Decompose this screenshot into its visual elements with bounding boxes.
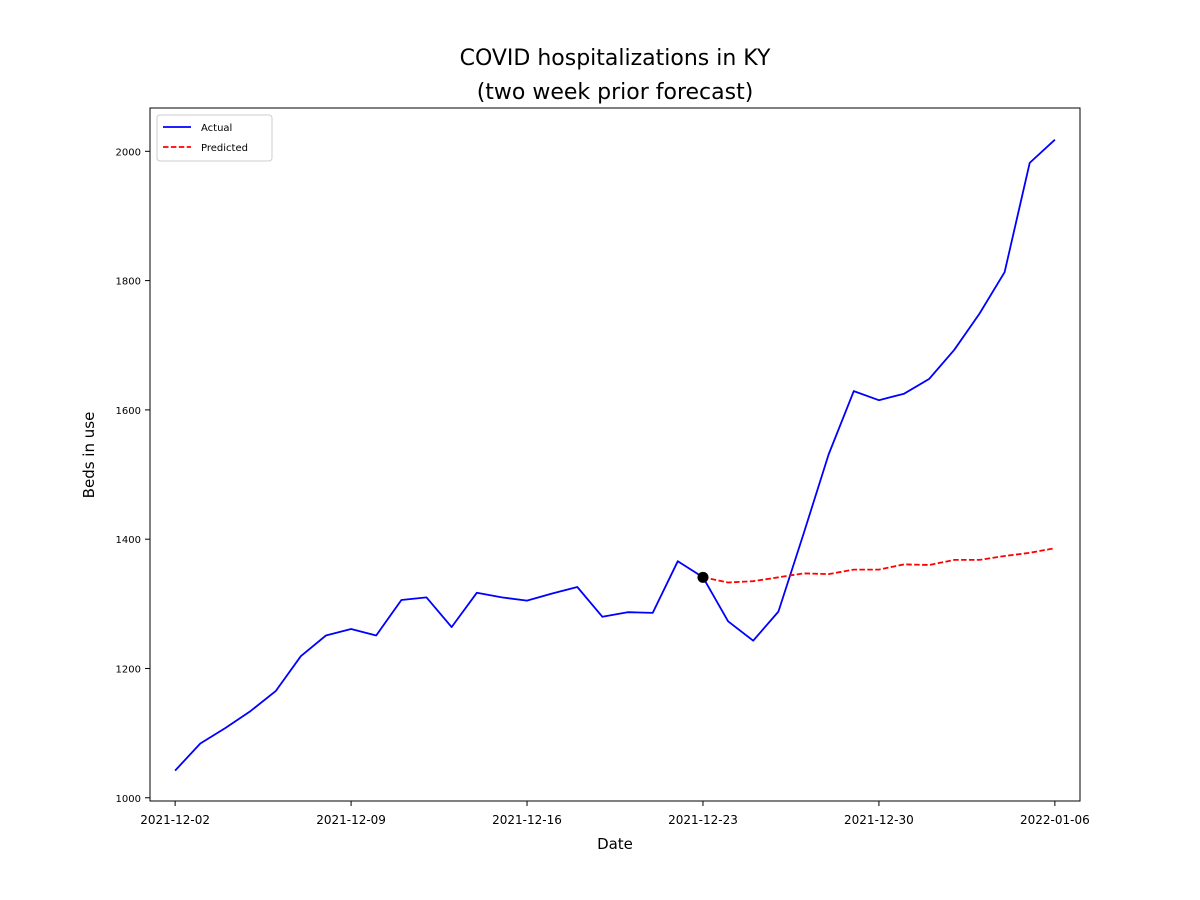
y-tick-label: 2000 [116,147,141,158]
series-layer [174,139,1056,772]
x-tick-label: 2022-01-06 [1020,813,1090,827]
x-tick-label: 2021-12-30 [844,813,914,827]
x-tick-label: 2021-12-09 [316,813,386,827]
legend-box [156,114,273,162]
y-axis: 1000 1200 1400 1600 1800 2000 [116,147,150,805]
x-tick-label: 2021-12-02 [140,813,210,827]
chart-title-line-1: COVID hospitalizations in KY [460,46,771,71]
y-tick-label: 1600 [116,406,141,417]
marker-layer [697,571,709,583]
y-axis-label: Beds in use [80,412,98,499]
x-tick-label: 2021-12-16 [492,813,562,827]
chart-title-line-2: (two week prior forecast) [477,80,754,105]
y-tick-label: 1200 [116,664,141,675]
x-tick-label: 2021-12-23 [668,813,738,827]
y-tick-label: 1800 [116,277,141,288]
series-line-actual [174,139,1056,772]
legend-label-actual: Actual [201,123,232,134]
x-axis: 2021-12-02 2021-12-09 2021-12-16 2021-12-23… [140,801,1090,827]
y-tick-label: 1400 [116,535,141,546]
x-axis-label: Date [597,835,633,853]
forecast-start-marker [697,571,709,583]
y-tick-label: 1000 [116,794,141,805]
series-line-predicted [702,547,1056,584]
plot-frame [149,107,1081,802]
legend-label-predicted: Predicted [201,143,248,154]
legend: Actual Predicted [156,114,273,162]
